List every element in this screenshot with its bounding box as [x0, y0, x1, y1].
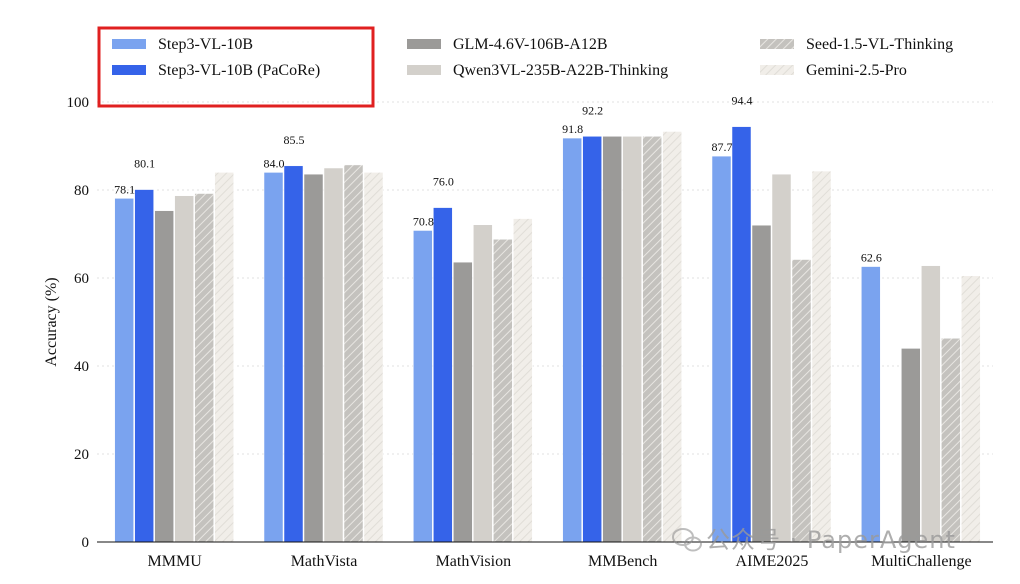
bar — [134, 189, 154, 543]
bar — [711, 155, 732, 543]
legend-label: Seed-1.5-VL-Thinking — [806, 36, 953, 53]
data-label: 62.6 — [861, 251, 882, 265]
legend-swatch — [407, 65, 441, 75]
x-tick-label: MathVision — [436, 553, 511, 570]
data-label: 85.5 — [284, 133, 305, 147]
bar — [562, 137, 582, 543]
bar — [791, 259, 812, 543]
bar — [622, 136, 642, 543]
legend-highlight-box — [97, 26, 375, 108]
axes: 0 20 40 60 80 100 Accuracy (%) MMMU MathVista Mat… — [43, 95, 993, 570]
bar — [493, 239, 513, 543]
legend-swatch — [760, 39, 794, 49]
bar — [473, 224, 493, 543]
bars — [114, 126, 981, 543]
data-label: 80.1 — [134, 157, 155, 171]
x-tick-label: MathVista — [291, 553, 358, 570]
bar — [582, 136, 602, 543]
legend-swatch — [407, 39, 441, 49]
value-labels: 78.1 80.1 84.0 85.5 70.8 76.0 91.8 92.2 87.7 94.4… — [114, 94, 882, 265]
bar — [513, 218, 533, 543]
wechat-icon — [672, 528, 702, 552]
bar — [811, 170, 832, 543]
y-tick-label: 60 — [74, 271, 89, 287]
legend: Step3-VL-10B Step3-VL-10B (PaCoRe) GLM-4.6… — [97, 26, 953, 108]
data-label: 78.1 — [114, 182, 135, 196]
bar — [731, 126, 752, 543]
bar — [194, 193, 214, 543]
bar — [453, 261, 473, 543]
bar — [323, 167, 344, 543]
bar — [214, 172, 234, 543]
bar — [154, 210, 174, 543]
x-tick-label: MMBench — [588, 553, 657, 570]
legend-swatch — [112, 39, 146, 49]
data-label: 76.0 — [433, 175, 454, 189]
data-label: 87.7 — [712, 140, 733, 154]
legend-swatch — [760, 65, 794, 75]
bar — [303, 173, 324, 543]
bar — [861, 266, 881, 543]
x-tick-label: MultiChallenge — [871, 553, 971, 570]
data-label: 91.8 — [562, 122, 583, 136]
data-label: 84.0 — [264, 156, 285, 170]
bar — [413, 230, 433, 543]
y-tick-label: 20 — [74, 447, 89, 463]
bar — [263, 172, 284, 543]
watermark: 公众号 · PaperAgent — [672, 526, 956, 554]
legend-label: GLM-4.6V-106B-A12B — [453, 36, 608, 53]
legend-label: Step3-VL-10B (PaCoRe) — [158, 62, 320, 79]
bar — [901, 348, 921, 543]
x-tick-label: MMMU — [148, 553, 203, 570]
bar — [174, 195, 194, 543]
x-tick-label: AIME2025 — [736, 553, 809, 570]
bar — [283, 165, 304, 543]
bar — [662, 131, 682, 543]
bar — [602, 136, 622, 543]
data-label: 94.4 — [732, 94, 753, 108]
data-label: 70.8 — [413, 214, 434, 228]
watermark-text: 公众号 · PaperAgent — [706, 526, 956, 554]
bar — [961, 275, 981, 543]
bar — [363, 172, 384, 543]
data-label: 92.2 — [582, 103, 603, 117]
legend-swatch — [112, 65, 146, 75]
legend-label: Step3-VL-10B — [158, 36, 253, 53]
bar — [114, 198, 134, 543]
bar — [642, 136, 662, 543]
bar — [941, 338, 961, 543]
bar — [433, 207, 453, 543]
grid-lines — [97, 101, 993, 455]
y-tick-label: 40 — [74, 359, 89, 375]
bar — [751, 224, 772, 543]
y-axis-label: Accuracy (%) — [43, 277, 60, 366]
bar — [343, 164, 364, 543]
bar — [921, 265, 941, 543]
legend-label: Qwen3VL-235B-A22B-Thinking — [453, 62, 668, 79]
y-tick-label: 100 — [67, 95, 90, 111]
bar — [771, 173, 792, 543]
y-tick-label: 80 — [74, 183, 89, 199]
legend-label: Gemini-2.5-Pro — [806, 62, 907, 79]
y-tick-label: 0 — [82, 535, 90, 551]
